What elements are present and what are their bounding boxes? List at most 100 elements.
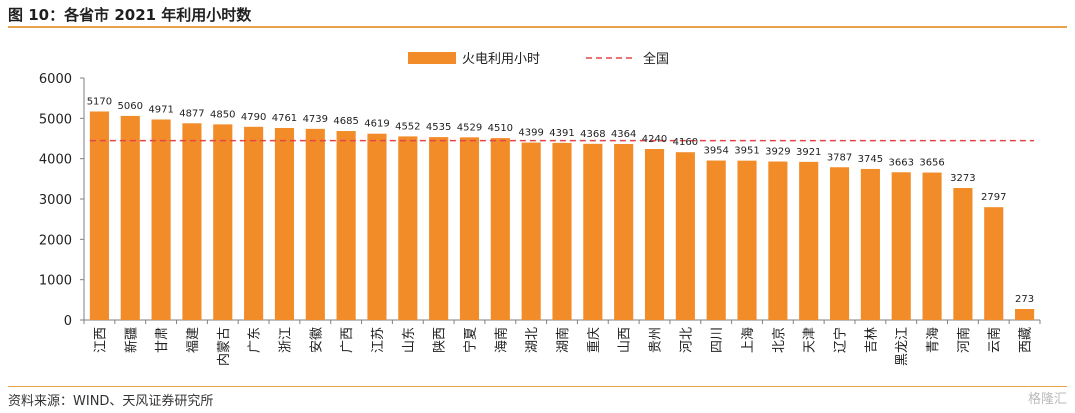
watermark-logo: 格隆汇 (1027, 392, 1067, 407)
bar (860, 168, 880, 320)
category-label: 内蒙古 (216, 327, 232, 366)
category-label: 湖北 (525, 327, 540, 353)
y-tick-label: 5000 (39, 112, 72, 127)
bar (305, 128, 325, 320)
data-label: 3273 (950, 173, 975, 184)
data-label: 5170 (87, 96, 112, 107)
data-label: 4535 (426, 122, 451, 133)
category-label: 河北 (679, 327, 694, 353)
data-label: 4761 (272, 113, 297, 124)
category-label: 宁夏 (462, 327, 478, 353)
data-label: 4399 (518, 128, 543, 139)
data-label: 4850 (210, 109, 235, 120)
bar (644, 148, 665, 320)
data-label: 4364 (611, 129, 636, 140)
category-label: 上海 (741, 327, 756, 353)
category-label: 安徽 (309, 327, 324, 353)
category-label: 天津 (803, 327, 818, 353)
bar (984, 207, 1004, 320)
bar (367, 133, 387, 320)
bar (89, 111, 109, 320)
category-label: 青海 (926, 327, 941, 353)
category-label: 河南 (956, 327, 972, 353)
data-label: 3951 (734, 146, 759, 157)
data-label: 4240 (642, 134, 667, 145)
data-label: 4391 (549, 128, 574, 139)
bar (552, 142, 572, 320)
category-label: 浙江 (278, 327, 293, 353)
bar (922, 172, 942, 320)
bar (768, 161, 788, 320)
bar (120, 115, 140, 320)
data-label: 4971 (148, 105, 173, 116)
category-label: 四川 (710, 327, 725, 353)
bar (583, 143, 603, 320)
axes: 0 1000 2000 3000 4000 5000 6000 (39, 72, 1041, 329)
data-label: 4529 (457, 122, 482, 133)
bottom-divider (8, 386, 1067, 387)
category-label: 江苏 (370, 327, 386, 353)
category-label: 新疆 (123, 327, 139, 353)
data-label: 4739 (303, 114, 328, 125)
data-label: 3663 (888, 157, 913, 168)
category-label: 江西 (93, 327, 108, 353)
bar (1015, 308, 1035, 320)
category-labels: 江西 新疆 甘肃 福建 内蒙古 广东 浙江 安徽 广西 江苏 山东 陕西 宁夏 海南 湖北 湖南 重庆 山西 贵州河… (93, 327, 1033, 366)
category-label: 陕西 (433, 327, 448, 353)
category-label: 西藏 (1019, 327, 1034, 353)
legend: 火电利用小时 全国 (408, 51, 669, 67)
data-label: 4790 (241, 112, 266, 123)
data-label: 3929 (765, 147, 790, 158)
category-label: 辽宁 (833, 327, 849, 353)
data-label: 4160 (673, 137, 698, 148)
data-label: 4510 (488, 123, 513, 134)
category-label: 重庆 (586, 327, 602, 353)
y-tick-label: 2000 (39, 233, 72, 248)
y-tick-label: 0 (64, 314, 72, 329)
category-label: 山西 (618, 327, 633, 353)
category-label: 山东 (402, 327, 417, 353)
category-label: 海南 (493, 327, 509, 353)
data-label: 4877 (179, 108, 204, 119)
category-label: 广东 (248, 327, 263, 353)
y-tick-label: 6000 (39, 72, 72, 87)
data-label: 2797 (981, 192, 1006, 203)
data-label: 5060 (118, 101, 143, 112)
bar-chart: 0 1000 2000 3000 4000 5000 6000 5170 5060 4971 48… (39, 51, 1041, 366)
bar (182, 123, 202, 320)
legend-swatch-bar (408, 52, 456, 64)
data-label: 4368 (580, 129, 605, 140)
data-labels: 5170 5060 4971 4877 4850 4790 4761 4739 4685 4619… (87, 96, 1034, 305)
category-label: 北京 (772, 327, 787, 353)
bar (274, 127, 295, 321)
bar (706, 160, 726, 320)
data-label: 273 (1015, 294, 1034, 305)
bar (244, 126, 264, 320)
data-label: 3954 (703, 146, 728, 157)
bar (799, 161, 819, 320)
bar (459, 137, 480, 320)
y-tick-label: 3000 (39, 193, 72, 208)
category-label: 甘肃 (155, 327, 170, 353)
bar (891, 172, 911, 320)
category-label: 云南 (987, 327, 1003, 353)
figure-title: 图 10：各省市 2021 年利用小时数 (8, 6, 252, 24)
y-tick-label: 1000 (39, 274, 72, 289)
data-label: 3787 (827, 152, 852, 163)
category-label: 吉林 (864, 327, 879, 353)
category-label: 广西 (340, 327, 355, 353)
bar (953, 187, 973, 320)
bar (429, 137, 449, 320)
y-tick-label: 4000 (39, 153, 72, 168)
bar (213, 124, 233, 320)
category-label: 福建 (186, 327, 201, 353)
category-label: 贵州 (649, 327, 664, 353)
bar (151, 119, 171, 321)
bar (675, 152, 695, 320)
data-label: 3921 (796, 147, 821, 158)
bar (829, 167, 850, 320)
top-divider (8, 26, 1067, 28)
bar (521, 142, 541, 320)
source-note: 资料来源：WIND、天风证券研究所 (8, 394, 214, 409)
data-label: 4619 (364, 119, 389, 130)
